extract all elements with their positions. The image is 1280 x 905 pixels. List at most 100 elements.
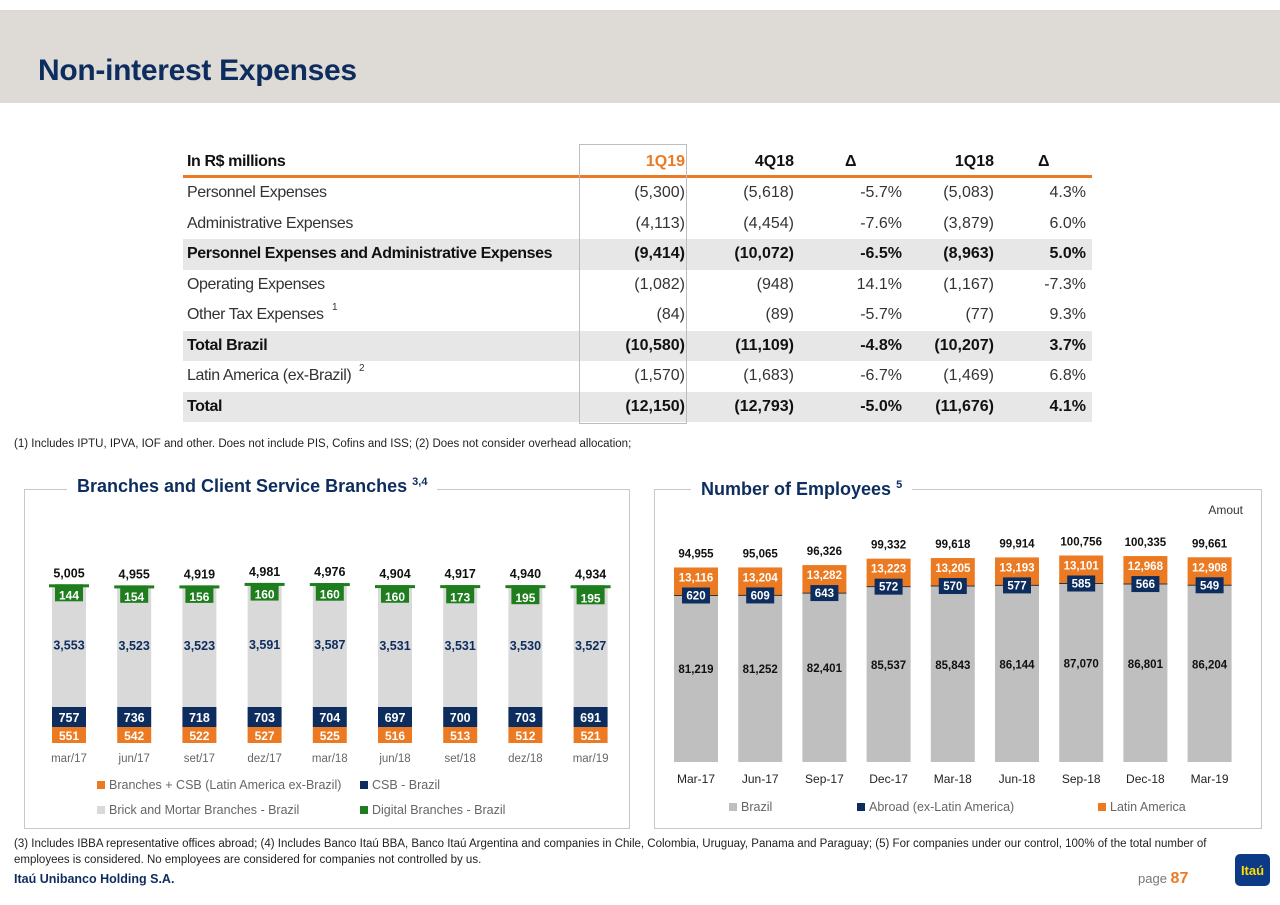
legend-swatch-green	[360, 806, 368, 814]
cell-4q18: (12,793)	[734, 397, 794, 415]
data-label-total: 94,955	[678, 549, 714, 561]
legend-label: CSB - Brazil	[372, 778, 441, 792]
data-label-brazil: 85,843	[935, 660, 970, 672]
cell-delta-4q18: -5.7%	[860, 306, 902, 324]
cell-1q18: (5,083)	[943, 184, 994, 202]
data-label-brick: 3,527	[575, 639, 606, 653]
data-label-csb: 703	[515, 711, 536, 725]
cell-1q19: (1,082)	[634, 275, 685, 293]
cell-delta-4q18: -6.7%	[860, 367, 902, 385]
legend-item-brick: Brick and Mortar Branches - Brazil	[97, 803, 299, 817]
data-label-abroad: 570	[943, 581, 962, 593]
cell-delta-4q18: 14.1%	[856, 275, 902, 293]
legend-label: Brick and Mortar Branches - Brazil	[109, 803, 300, 817]
cell-1q19: (10,580)	[625, 336, 685, 354]
data-label-latam: 13,205	[935, 563, 971, 575]
bar-segment-brick	[378, 588, 412, 707]
bar-segment-brick	[573, 588, 608, 707]
page-indicator: page 87	[1138, 870, 1188, 888]
unit-label: Amout	[1208, 503, 1243, 517]
branches-title-text: Branches and Client Service Branches	[77, 476, 408, 496]
bar-segment-abroad	[746, 587, 775, 604]
x-tick-label: mar/17	[51, 753, 87, 765]
cell-1q19: (4,113)	[635, 214, 685, 232]
legend-swatch-orange	[97, 781, 105, 789]
bar-segment-brick	[117, 588, 152, 707]
cell-4q18: (10,072)	[734, 245, 794, 263]
data-label-abroad: 566	[1136, 579, 1155, 591]
company-name: Itaú Unibanco Holding S.A.	[14, 872, 175, 886]
data-label-digital: 195	[515, 591, 535, 605]
data-label-total: 4,940	[510, 567, 541, 581]
bar-segment-csb	[378, 707, 412, 727]
branches-chart-panel: Branches and Client Service Branches 3,4	[24, 476, 630, 829]
legend-swatch-gray	[97, 806, 105, 814]
legend-label: Latin America	[1110, 800, 1186, 814]
row-label: Other Tax Expenses	[187, 306, 324, 324]
employees-chart-panel: Number of Employees 5 Amout	[654, 479, 1262, 829]
table-row: Personnel Expenses (5,300) (5,618) -5.7% (5,…	[183, 178, 1092, 209]
table-row: Personnel Expenses and Administrative Ex…	[183, 239, 1092, 270]
bar-segment-abroad	[1195, 577, 1224, 594]
header-1q19: 1Q19	[645, 152, 685, 170]
expenses-table: In R$ millions 1Q19 4Q18 Δ 1Q18 Δ Person…	[183, 148, 1092, 422]
data-label-abroad: 643	[815, 588, 834, 600]
cell-delta-1q18: 4.3%	[1049, 184, 1086, 202]
data-label-brick: 3,531	[379, 639, 410, 653]
branches-title-sup: 3,4	[412, 476, 428, 488]
data-label-total: 99,661	[1192, 538, 1228, 550]
cell-1q19: (12,150)	[625, 397, 685, 415]
bar-segment-brick	[247, 585, 282, 707]
data-label-latam: 525	[320, 729, 340, 743]
data-label-latam: 13,282	[807, 570, 842, 582]
data-label-latam: 512	[515, 729, 535, 743]
footnote-top: (1) Includes IPTU, IPVA, IOF and other. …	[14, 438, 632, 450]
bar-segment-brick	[312, 586, 347, 707]
bar-segment-latam	[117, 727, 152, 743]
cell-1q19: (1,570)	[634, 367, 685, 385]
x-tick-label: jun/17	[118, 753, 150, 765]
bar-segment-brazil	[738, 595, 783, 762]
bar-segment-csb	[117, 707, 152, 727]
cell-delta-1q18: 5.0%	[1049, 245, 1086, 263]
cell-1q18: (10,207)	[934, 336, 994, 354]
legend-label: Digital Branches - Brazil	[372, 803, 506, 817]
page-label: page	[1138, 871, 1167, 886]
legend-swatch-orange	[1098, 803, 1106, 811]
x-tick-label: dez/18	[508, 753, 543, 765]
footnote-bottom: (3) Includes IBBA representative offices…	[14, 838, 1207, 866]
bar-segment-abroad	[682, 587, 710, 604]
legend-label: Abroad (ex-Latin America)	[869, 800, 1015, 814]
data-label-brazil: 81,252	[743, 664, 778, 676]
data-label-digital: 173	[450, 590, 470, 604]
cell-1q18: (1,167)	[943, 275, 994, 293]
cell-4q18: (11,109)	[735, 336, 794, 354]
legend-swatch-navy	[857, 803, 865, 811]
bar-segment-brazil	[930, 586, 975, 762]
data-label-digital: 144	[59, 588, 79, 602]
x-tick-label: dez/17	[247, 753, 282, 765]
data-label-latam: 13,116	[679, 573, 714, 585]
row-label: Total	[187, 397, 223, 415]
data-label-total: 100,756	[1060, 537, 1102, 549]
bar-segment-digital	[315, 583, 344, 601]
data-label-latam: 516	[385, 729, 405, 743]
row-label: Total Brazil	[187, 336, 268, 354]
bar-segment-brazil	[1059, 583, 1104, 762]
x-tick-label: Sep-18	[1062, 772, 1101, 786]
data-label-csb: 700	[450, 711, 471, 725]
table-header-row: In R$ millions 1Q19 4Q18 Δ 1Q18 Δ	[183, 148, 1092, 178]
data-label-total: 99,914	[999, 538, 1035, 550]
header-delta-1: Δ	[845, 152, 857, 170]
row-label: Latin America (ex-Brazil)	[187, 367, 352, 385]
bar-segment-brazil	[802, 593, 847, 762]
data-label-latam: 521	[581, 729, 601, 743]
header-delta-2: Δ	[1038, 152, 1050, 170]
data-label-brazil: 85,537	[871, 660, 906, 672]
cell-1q19: (84)	[656, 306, 685, 324]
row-label: Administrative Expenses	[187, 214, 353, 232]
data-label-abroad: 572	[879, 582, 898, 594]
data-label-csb: 697	[385, 711, 406, 725]
cell-delta-4q18: -5.0%	[860, 397, 902, 415]
data-label-abroad: 620	[686, 591, 705, 603]
